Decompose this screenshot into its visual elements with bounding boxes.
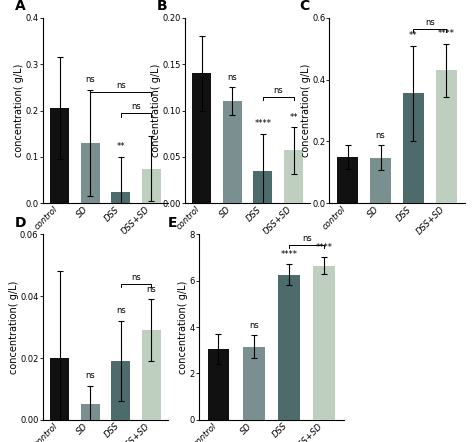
Text: ns: ns	[249, 320, 259, 330]
Text: ns: ns	[375, 130, 385, 140]
Bar	[111, 361, 130, 420]
Text: B: B	[157, 0, 168, 13]
Y-axis label: concentration( g/L): concentration( g/L)	[9, 280, 18, 374]
Text: ns: ns	[302, 234, 311, 243]
Text: **: **	[289, 113, 298, 122]
Bar	[208, 349, 229, 420]
Y-axis label: concentration( g/L): concentration( g/L)	[301, 64, 310, 157]
Bar	[370, 157, 391, 203]
Text: ns: ns	[85, 75, 95, 84]
Bar	[284, 150, 303, 203]
Bar	[81, 404, 100, 420]
Y-axis label: concentration( g/L): concentration( g/L)	[14, 64, 24, 157]
Bar	[254, 171, 273, 203]
Text: ****: ****	[255, 119, 272, 128]
Bar	[142, 330, 161, 420]
Bar	[142, 168, 161, 203]
Bar	[50, 108, 69, 203]
Y-axis label: concentration( g/L): concentration( g/L)	[178, 280, 188, 374]
Text: E: E	[167, 216, 177, 230]
Bar	[337, 157, 358, 203]
Text: ns: ns	[116, 81, 126, 91]
Text: D: D	[15, 216, 27, 230]
Text: ns: ns	[273, 86, 283, 95]
Bar	[223, 101, 242, 203]
Text: ns: ns	[85, 371, 95, 380]
Y-axis label: concentration( g/L): concentration( g/L)	[151, 64, 161, 157]
Bar	[50, 358, 69, 420]
Text: ns: ns	[116, 306, 126, 315]
Text: ns: ns	[131, 103, 141, 111]
Bar	[313, 266, 335, 420]
Bar	[436, 70, 456, 203]
Text: ****: ****	[316, 243, 333, 252]
Bar	[243, 347, 264, 420]
Text: A: A	[15, 0, 26, 13]
Text: **: **	[409, 31, 418, 40]
Text: ****: ****	[281, 250, 298, 259]
Bar	[403, 93, 424, 203]
Text: ns: ns	[131, 273, 141, 282]
Bar	[192, 73, 211, 203]
Bar	[111, 192, 130, 203]
Bar	[81, 143, 100, 203]
Text: ns: ns	[425, 18, 435, 27]
Text: ns: ns	[228, 73, 237, 82]
Text: **: **	[117, 142, 125, 151]
Text: C: C	[300, 0, 310, 13]
Text: ns: ns	[146, 285, 156, 293]
Bar	[278, 275, 300, 420]
Text: ****: ****	[438, 30, 455, 38]
